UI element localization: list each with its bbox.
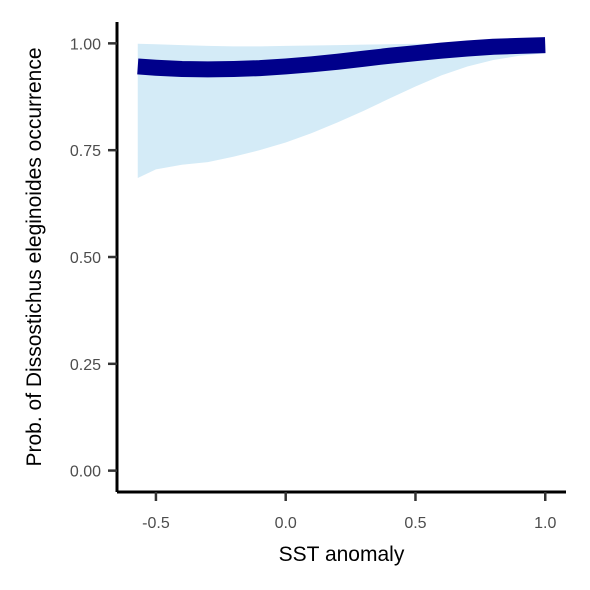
confidence-band-layer xyxy=(137,43,546,178)
fit-line xyxy=(137,37,546,78)
x-tick-label: 0.5 xyxy=(404,515,426,532)
x-tick-label: 1.0 xyxy=(534,515,556,532)
y-tick-label: 0.50 xyxy=(70,250,101,267)
x-ticks: -0.5 0.0 0.5 1.0 xyxy=(142,492,556,532)
y-tick-label: 1.00 xyxy=(70,36,101,53)
y-axis-title: Prob. of Dissostichus eleginoides occurr… xyxy=(23,47,46,466)
x-tick-label: 0.0 xyxy=(275,515,297,532)
y-tick-label: 0.00 xyxy=(70,464,101,481)
fit-line-layer xyxy=(137,37,546,78)
y-tick-label: 0.25 xyxy=(70,357,101,374)
y-ticks: 0.00 0.25 0.50 0.75 1.00 xyxy=(70,36,117,481)
x-tick-label: -0.5 xyxy=(142,515,170,532)
x-axis-title: SST anomaly xyxy=(279,543,405,566)
y-tick-label: 0.75 xyxy=(70,143,101,160)
confidence-band xyxy=(137,43,546,178)
